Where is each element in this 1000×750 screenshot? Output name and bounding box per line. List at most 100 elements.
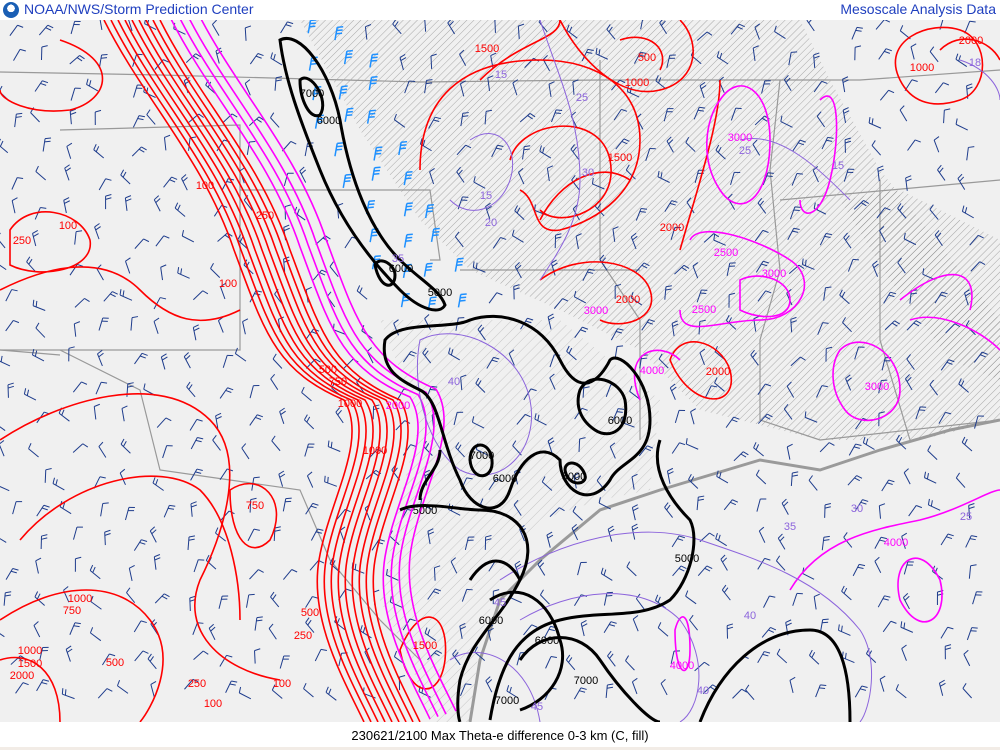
wind-barb <box>614 283 622 300</box>
wind-barb <box>715 144 726 160</box>
wind-barb <box>460 112 469 127</box>
wind-barb <box>843 168 855 182</box>
red-contour-label: 500 <box>301 607 319 619</box>
wind-barb <box>669 383 677 400</box>
wind-barb <box>52 477 65 491</box>
wind-barb <box>578 437 586 452</box>
wind-barb <box>577 561 587 576</box>
wind-barb <box>821 136 834 150</box>
black-contour-label: 6000 <box>317 115 341 127</box>
red-contour-label: 2000 <box>660 222 684 234</box>
wind-barb <box>714 377 725 392</box>
wind-barb <box>392 20 402 35</box>
red-contour-label: 1500 <box>413 640 437 652</box>
wind-barb <box>0 138 9 154</box>
wind-barb <box>788 51 798 66</box>
wind-barb <box>697 565 713 577</box>
wind-barb <box>905 175 912 191</box>
wind-barb <box>685 590 697 605</box>
wind-barb <box>146 109 156 125</box>
wind-barb <box>454 231 464 248</box>
purple-contour-label: 18 <box>969 57 981 69</box>
wind-barb <box>955 472 966 488</box>
wind-barb <box>612 408 625 421</box>
magenta-contour-label: 4000 <box>884 537 908 549</box>
wind-barb <box>598 497 611 510</box>
wind-barb <box>517 23 525 40</box>
wind-barb <box>611 79 626 91</box>
cape-contour-line <box>110 20 372 722</box>
cape-contours <box>103 20 421 722</box>
wind-barb <box>879 89 895 101</box>
wind-barb <box>305 596 319 608</box>
wind-barb <box>65 645 73 662</box>
wind-barb <box>215 527 227 542</box>
wind-barb <box>461 588 473 602</box>
wind-barb <box>242 318 249 335</box>
wind-barb <box>600 567 613 581</box>
wind-barb <box>688 474 699 489</box>
wind-barb <box>755 469 767 485</box>
wind-barb <box>15 682 29 694</box>
wind-barb <box>398 140 408 156</box>
wind-barb <box>806 20 815 32</box>
wind-barb <box>86 78 99 92</box>
wind-barb <box>100 502 109 517</box>
wind-barb <box>154 593 170 604</box>
wind-barb <box>459 80 466 97</box>
wind-barb <box>539 589 550 605</box>
wind-barb <box>934 230 943 246</box>
wind-barb <box>842 107 850 123</box>
wind-barb <box>570 144 580 160</box>
wind-barb <box>671 442 686 454</box>
wind-barb <box>513 284 520 300</box>
wind-barb <box>177 267 190 279</box>
wind-barb <box>791 172 803 186</box>
wind-barb <box>73 526 83 540</box>
wind-barb <box>721 584 731 601</box>
cape-contour-line <box>117 20 379 722</box>
wind-barb <box>0 355 11 367</box>
wind-barb <box>104 529 111 546</box>
wind-barb <box>471 416 485 429</box>
wind-barb <box>566 345 577 361</box>
wind-barb <box>848 443 862 456</box>
magenta-contour-label: 3000 <box>728 132 752 144</box>
wind-barb <box>211 20 220 36</box>
black-contour-label: 7000 <box>470 450 494 462</box>
wind-barb <box>356 285 368 300</box>
wind-barb <box>5 567 19 580</box>
wind-barb <box>189 418 203 431</box>
wind-barb <box>116 679 129 694</box>
wind-barb <box>433 565 441 581</box>
wind-barb <box>694 661 710 672</box>
red-contour-label: 100 <box>219 278 237 290</box>
wind-barb <box>728 292 736 308</box>
wind-barb <box>456 166 465 183</box>
wind-barb <box>218 595 229 609</box>
wind-barb <box>511 229 524 243</box>
wind-barb <box>915 406 927 420</box>
black-contour-label: 7000 <box>300 88 324 100</box>
wind-barb <box>514 205 525 221</box>
wind-barb <box>854 685 868 698</box>
wind-barb <box>666 136 674 153</box>
wind-barb <box>581 48 594 62</box>
wind-barb <box>757 383 772 395</box>
wind-barb <box>698 319 706 335</box>
wind-barb <box>547 313 555 330</box>
purple-contour-label: 15 <box>832 160 844 172</box>
wind-barb <box>551 109 563 123</box>
wind-barb <box>430 53 437 69</box>
wind-barb <box>821 535 830 551</box>
wind-barb <box>181 230 195 243</box>
wind-barb <box>324 475 337 487</box>
wind-barb <box>961 205 974 219</box>
wind-barb <box>13 48 26 61</box>
wind-barb <box>881 479 895 492</box>
wind-barb <box>752 139 761 156</box>
wind-barb <box>519 113 536 123</box>
wind-barb <box>851 26 863 40</box>
wind-barb <box>940 359 955 371</box>
wind-barb <box>732 688 748 699</box>
